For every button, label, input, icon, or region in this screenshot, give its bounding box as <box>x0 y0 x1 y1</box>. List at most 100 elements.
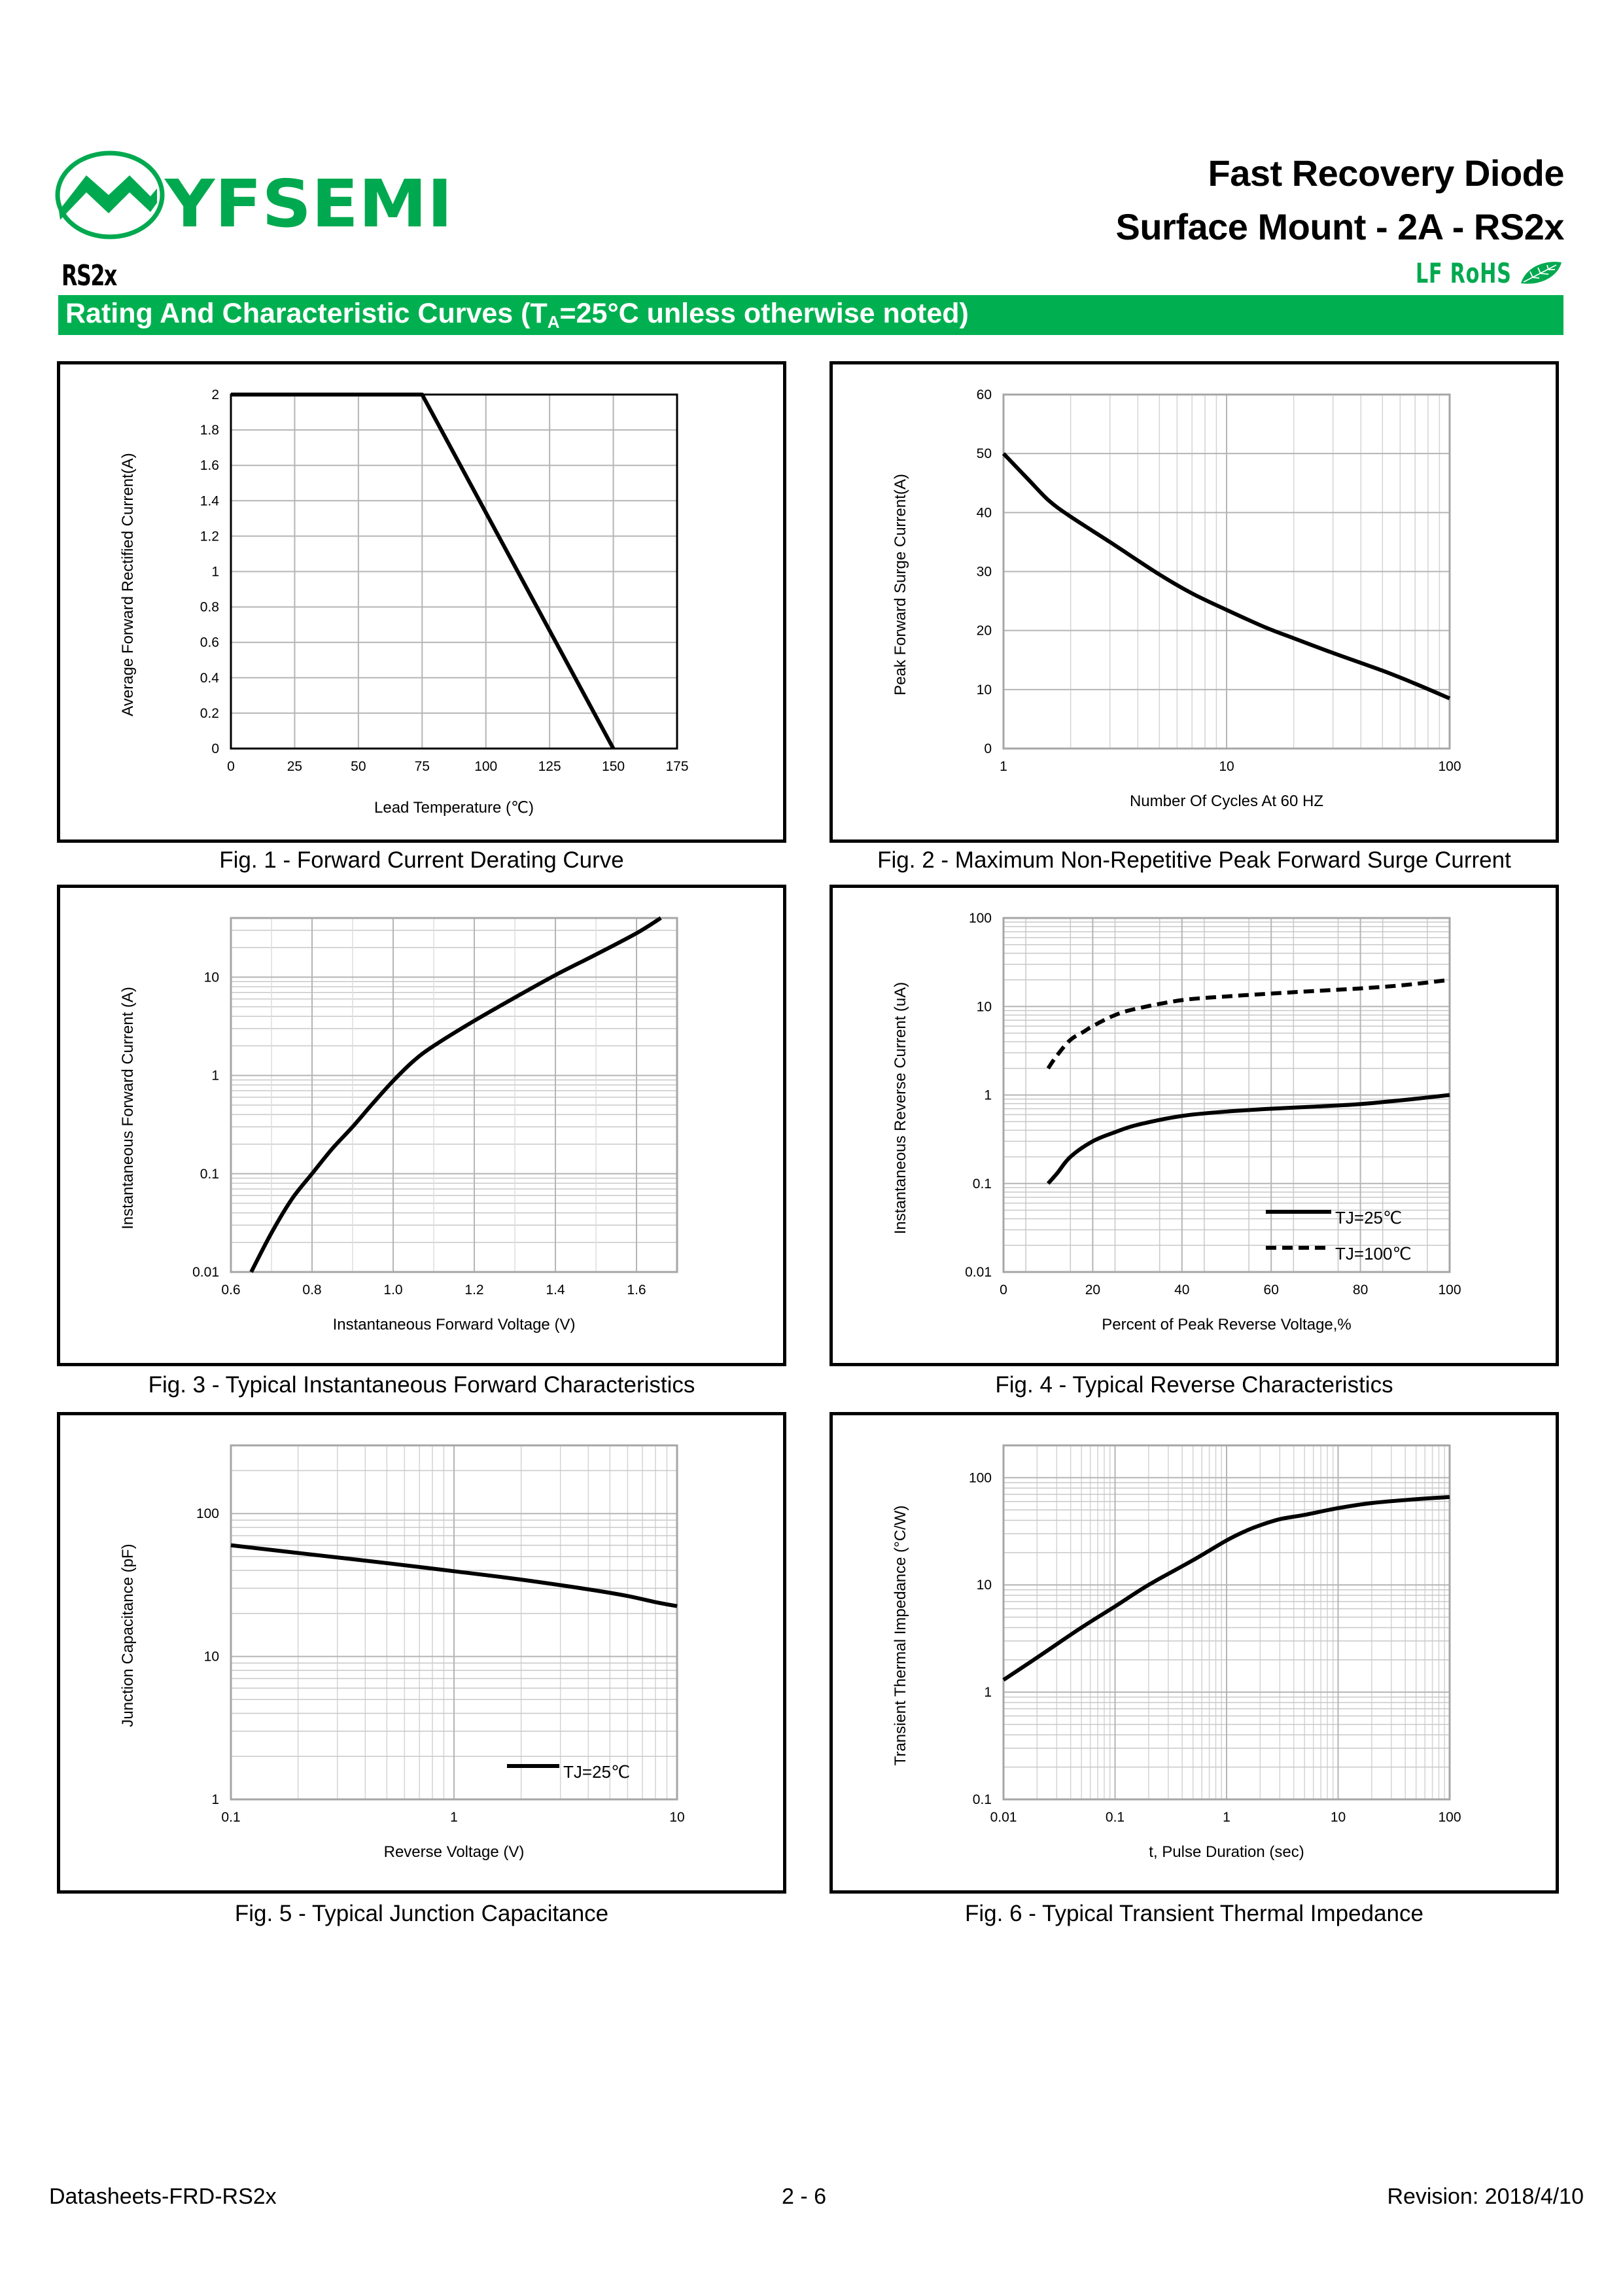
x-tick-label: 60 <box>1264 1282 1279 1298</box>
legend-label: TJ=25℃ <box>563 1762 630 1782</box>
fig1-caption: Fig. 1 - Forward Current Derating Curve <box>219 847 624 873</box>
x-tick-label: 0 <box>1000 1282 1007 1298</box>
x-tick-label: 1.4 <box>546 1282 565 1298</box>
x-tick-label: 0.8 <box>302 1282 321 1298</box>
plot-area-border <box>1002 393 1451 750</box>
x-tick-label: 1.2 <box>464 1282 483 1298</box>
x-tick-label: 50 <box>351 759 366 774</box>
product-subtitle: Surface Mount - 2A - RS2x <box>1115 206 1564 247</box>
series-line-1 <box>1002 1494 1450 1682</box>
y-tick-label: 0.2 <box>200 706 219 721</box>
x-tick-label: 10 <box>1331 1810 1346 1825</box>
series-line-1 <box>1046 1093 1450 1185</box>
y-axis-label: Instantaneous Forward Current (A) <box>119 987 137 1229</box>
y-tick-label: 1.8 <box>200 423 219 438</box>
x-tick-label: 40 <box>1174 1282 1189 1298</box>
grid <box>1003 1445 1450 1800</box>
x-axis-label: Percent of Peak Reverse Voltage,% <box>1102 1316 1352 1333</box>
fig4-caption: Fig. 4 - Typical Reverse Characteristics <box>995 1372 1393 1398</box>
y-tick-label: 100 <box>196 1506 219 1521</box>
legend-label: TJ=25℃ <box>1335 1208 1402 1227</box>
rohs-label: LF RoHS <box>1416 256 1512 289</box>
x-tick-label: 75 <box>415 759 430 774</box>
series-line-1 <box>231 393 616 750</box>
y-axis-label: Average Forward Rectified Current(A) <box>119 453 137 716</box>
y-tick-label: 1.2 <box>200 529 219 544</box>
x-tick-label: 0.6 <box>221 1282 240 1298</box>
x-tick-label: 10 <box>1219 759 1234 774</box>
y-tick-label: 0.1 <box>973 1176 992 1192</box>
x-tick-label: 1 <box>1223 1810 1230 1825</box>
y-tick-label: 0.4 <box>200 671 220 686</box>
y-tick-label: 10 <box>977 682 992 698</box>
y-tick-label: 0 <box>211 741 219 756</box>
grid <box>230 1445 678 1800</box>
grid <box>1003 394 1450 749</box>
x-tick-label: 175 <box>665 759 688 774</box>
y-tick-label: 30 <box>977 565 992 580</box>
section-band <box>58 295 1563 335</box>
x-axis-label: Number Of Cycles At 60 HZ <box>1130 792 1323 810</box>
fig5-chart: 0.1 1 10 1 10 100 Reverse Voltage (V) Junction … <box>57 1412 786 1894</box>
fig4-chart: 0 20 40 60 80 100 0.01 0.1 1 10 100 Percent of Peak… <box>829 885 1559 1366</box>
y-tick-label: 0 <box>984 741 992 756</box>
plot-area-border <box>230 917 678 1273</box>
leaf-icon <box>1521 262 1562 284</box>
fig2-caption: Fig. 2 - Maximum Non-Repetitive Peak For… <box>877 847 1511 873</box>
y-tick-label: 0.01 <box>965 1265 992 1280</box>
x-tick-label: 150 <box>602 759 625 774</box>
y-tick-label: 100 <box>969 1470 992 1485</box>
x-tick-label: 0.1 <box>1106 1810 1125 1825</box>
legend-label: TJ=100℃ <box>1335 1244 1412 1263</box>
plot-area-border <box>230 1444 678 1801</box>
x-tick-label: 25 <box>287 759 302 774</box>
y-tick-label: 0.01 <box>192 1265 219 1280</box>
x-tick-label: 100 <box>1438 1282 1461 1298</box>
series-line-1 <box>249 916 662 1273</box>
x-tick-label: 0.01 <box>990 1810 1017 1825</box>
x-tick-label: 1 <box>450 1810 458 1825</box>
y-axis-label: Transient Thermal Impedance (°C/W) <box>892 1506 909 1766</box>
fig1-chart: 0 25 50 75 100 125 150 175 0 0.2 0.4 0.6 0.8 1 1.2 1.4 1… <box>57 361 786 843</box>
plot-area-border <box>1002 1444 1451 1801</box>
y-tick-label: 100 <box>969 911 992 926</box>
fig6-chart: 0.01 0.1 1 10 100 0.1 1 10 100 t, Pulse Duration … <box>829 1412 1559 1894</box>
y-tick-label: 20 <box>977 624 992 639</box>
fig3-caption: Fig. 3 - Typical Instantaneous Forward C… <box>148 1372 695 1398</box>
series-line-1 <box>1002 452 1451 701</box>
logo-mark-icon <box>55 150 165 239</box>
fig3-chart: 0.6 0.8 1.0 1.2 1.4 1.6 0.01 0.1 1 10 Instantaneou… <box>57 885 786 1366</box>
x-tick-label: 10 <box>669 1810 684 1825</box>
x-axis-label: Lead Temperature (℃) <box>374 799 534 817</box>
y-tick-label: 50 <box>977 446 992 461</box>
x-tick-label: 1 <box>1000 759 1007 774</box>
y-tick-label: 40 <box>977 505 992 520</box>
y-axis-label: Instantaneous Reverse Current (uA) <box>892 982 909 1235</box>
brand-name: YFSEMI <box>164 166 453 241</box>
y-tick-label: 0.1 <box>200 1167 219 1182</box>
section-title: Rating And Characteristic Curves (TA=25°… <box>65 298 969 332</box>
footer-doc-id: Datasheets-FRD-RS2x <box>49 2184 277 2209</box>
y-tick-label: 1 <box>984 1088 992 1103</box>
series-line-2 <box>1046 978 1450 1070</box>
yfsemi-logo: YFSEMI <box>52 149 471 242</box>
y-tick-label: 10 <box>204 1650 219 1665</box>
y-tick-label: 10 <box>977 1578 992 1593</box>
x-axis-label: Reverse Voltage (V) <box>384 1843 525 1861</box>
grid <box>230 394 678 749</box>
y-tick-label: 1 <box>211 565 219 580</box>
y-tick-label: 10 <box>977 999 992 1014</box>
fig2-chart: 1 10 100 0 10 20 30 40 50 60 Number Of Cycles At 6… <box>829 361 1559 843</box>
x-tick-label: 1.0 <box>383 1282 402 1298</box>
y-tick-label: 0.1 <box>973 1792 992 1807</box>
y-tick-label: 1.4 <box>200 493 220 508</box>
y-tick-label: 1 <box>211 1792 219 1807</box>
x-tick-label: 100 <box>1438 759 1461 774</box>
footer-page-number: 2 - 6 <box>782 2184 827 2209</box>
x-axis-label: t, Pulse Duration (sec) <box>1149 1843 1304 1861</box>
x-tick-label: 20 <box>1085 1282 1100 1298</box>
y-tick-label: 2 <box>211 387 219 402</box>
y-tick-label: 1 <box>984 1685 992 1700</box>
footer-revision: Revision: 2018/4/10 <box>1387 2184 1584 2209</box>
x-tick-label: 80 <box>1353 1282 1368 1298</box>
